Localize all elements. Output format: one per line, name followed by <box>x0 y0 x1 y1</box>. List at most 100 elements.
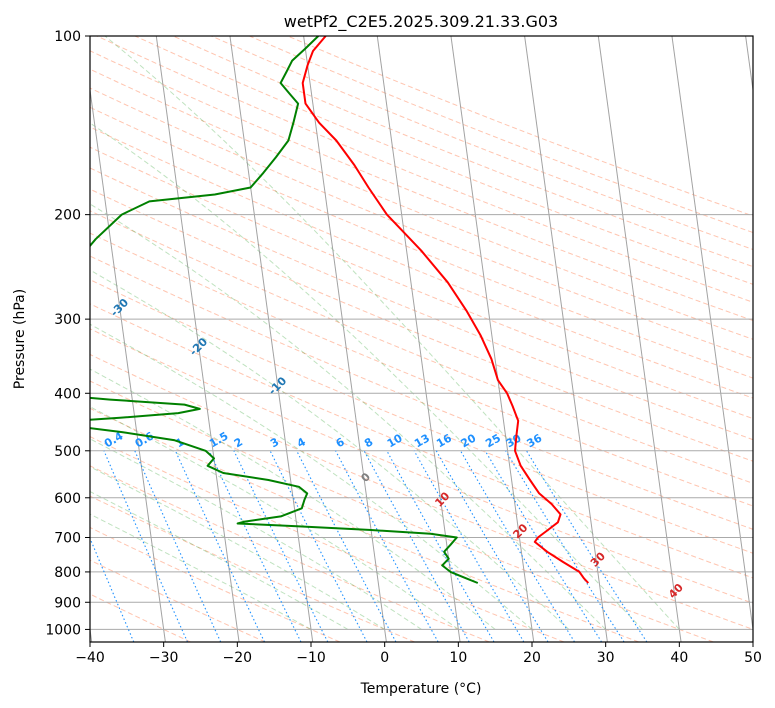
isotherm-line <box>745 36 753 94</box>
mixing-ratio-line <box>484 450 603 642</box>
isotherm-label: -40 <box>29 257 52 280</box>
dry-adiabat <box>90 353 753 630</box>
dry-adiabat <box>90 167 753 441</box>
mixing-ratio-line <box>103 450 189 642</box>
dry-adiabat <box>90 436 565 642</box>
x-tick-label: 30 <box>597 650 615 666</box>
dry-adiabat <box>90 328 753 604</box>
x-tick-label: 50 <box>744 650 762 666</box>
moist-adiabat <box>90 122 643 630</box>
adiabat-label: 10 <box>432 489 452 509</box>
mixing-ratio-line <box>460 450 575 642</box>
adiabat-label: 0 <box>358 470 373 485</box>
adiabat-label: 30 <box>588 549 608 569</box>
y-tick-label: 800 <box>54 565 81 581</box>
moist-adiabat <box>90 368 496 630</box>
mixing-ratio-label: 36 <box>525 431 545 450</box>
dry-adiabat <box>90 50 753 322</box>
x-tick-label: 40 <box>670 650 688 666</box>
x-tick-label: −40 <box>75 650 105 666</box>
plot-frame <box>89 35 754 643</box>
x-axis-title: Temperature (°C) <box>360 681 482 697</box>
y-tick-label: 300 <box>54 312 81 328</box>
mixing-ratio-line <box>269 450 368 642</box>
mixing-ratio-line <box>90 536 135 642</box>
mixing-ratio-line <box>335 450 439 642</box>
mixing-ratio-label: 16 <box>434 431 454 450</box>
y-tick-label: 1000 <box>45 622 81 638</box>
y-tick-label: 900 <box>54 595 81 611</box>
dry-adiabat <box>90 593 191 642</box>
dry-adiabat <box>249 36 753 234</box>
mixing-ratio-line <box>505 450 625 642</box>
dry-adiabat <box>90 465 490 642</box>
moist-adiabat <box>90 466 385 630</box>
mixing-ratio-line <box>526 450 648 642</box>
isotherm-line <box>671 36 753 634</box>
dry-adiabat <box>90 526 341 642</box>
dry-adiabat <box>90 188 753 462</box>
mixing-ratio-line <box>208 450 302 642</box>
chart-title: wetPf2_C2E5.2025.309.21.33.G03 <box>284 12 558 32</box>
mixing-ratio-line <box>233 450 329 642</box>
x-tick-label: 20 <box>523 650 541 666</box>
isotherm-line <box>303 36 387 642</box>
dry-adiabat <box>90 559 266 642</box>
mixing-ratio-line <box>296 450 397 642</box>
mixing-ratio-label: 10 <box>385 431 405 450</box>
temperature-profile-line <box>301 36 590 584</box>
mixing-ratio-label: 20 <box>459 431 479 450</box>
mixing-ratio-label: 13 <box>412 431 432 450</box>
y-axis-title: Pressure (hPa) <box>12 289 28 389</box>
mixing-ratio-label: 6 <box>334 435 347 450</box>
mixing-ratio-line <box>174 450 265 642</box>
mixing-ratio-label: 2 <box>232 435 245 450</box>
x-tick-label: −10 <box>296 650 326 666</box>
y-tick-label: 600 <box>54 491 81 507</box>
moist-adiabat <box>90 323 533 630</box>
x-tick-label: −20 <box>223 650 253 666</box>
mixing-ratio-line <box>386 450 495 642</box>
dry-adiabat <box>90 210 753 484</box>
isotherm-label: -20 <box>187 335 210 358</box>
y-tick-label: 400 <box>54 386 81 402</box>
y-tick-label: 500 <box>54 444 81 460</box>
x-tick-label: −30 <box>149 650 179 666</box>
dry-adiabat <box>90 68 753 340</box>
dry-adiabat <box>134 36 753 285</box>
moist-adiabat <box>90 203 607 630</box>
isotherm-line <box>155 36 240 642</box>
y-tick-label: 700 <box>54 531 81 547</box>
y-tick-label: 200 <box>54 208 81 224</box>
x-tick-label: 0 <box>380 650 389 666</box>
isotherm-label: -30 <box>108 296 131 319</box>
isotherm-line <box>450 36 535 642</box>
isotherm-line <box>90 86 166 642</box>
x-tick-label: 10 <box>449 650 467 666</box>
moist-adiabat <box>104 36 680 630</box>
moist-adiabat <box>90 490 349 630</box>
isotherm-line <box>376 36 461 642</box>
isotherm-line <box>524 36 608 642</box>
mixing-ratio-line <box>134 450 222 642</box>
isotherm-line <box>597 36 682 642</box>
mixing-ratio-line <box>363 450 470 642</box>
adiabat-label: 40 <box>666 581 686 601</box>
dewpoint-profile-line <box>90 36 479 584</box>
mixing-ratio-label: 0.1 <box>5 429 28 450</box>
dry-adiabat <box>90 380 714 642</box>
moist-adiabat <box>90 513 312 630</box>
dry-adiabat <box>90 279 753 554</box>
moist-adiabat <box>90 269 570 630</box>
moist-adiabat <box>90 406 459 630</box>
dry-adiabat <box>90 407 639 642</box>
dry-adiabat <box>287 36 753 217</box>
mixing-ratio-label: 25 <box>483 431 503 450</box>
dry-adiabat <box>90 146 753 420</box>
y-tick-label: 100 <box>54 29 81 45</box>
dry-adiabat <box>90 232 753 507</box>
isotherm-line <box>229 36 314 642</box>
mixing-ratio-label: 8 <box>362 435 375 450</box>
dry-adiabat <box>90 255 753 530</box>
